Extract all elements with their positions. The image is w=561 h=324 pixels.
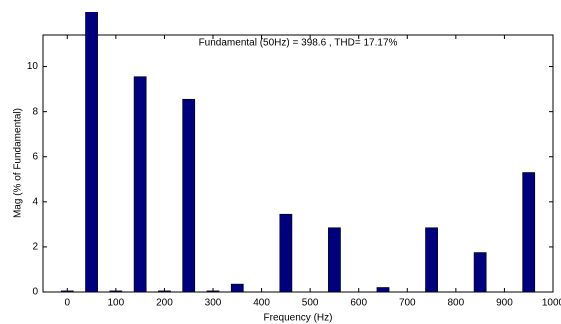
bar bbox=[328, 227, 341, 293]
x-tick-label: 500 bbox=[302, 298, 319, 309]
x-tick-label: 300 bbox=[205, 298, 222, 309]
y-tick-label: 4 bbox=[32, 196, 38, 207]
x-tick-label: 0 bbox=[65, 298, 71, 309]
x-tick-label: 800 bbox=[448, 298, 465, 309]
x-tick-label: 100 bbox=[108, 298, 125, 309]
x-tick-label: 700 bbox=[399, 298, 416, 309]
bar bbox=[473, 252, 487, 293]
y-tick-label: 2 bbox=[32, 242, 38, 253]
axes-box bbox=[42, 34, 554, 293]
bar bbox=[279, 213, 293, 293]
bar bbox=[425, 227, 438, 293]
x-tick-label: 1000 bbox=[542, 298, 561, 309]
bar bbox=[85, 12, 98, 293]
bar bbox=[182, 98, 196, 293]
bar bbox=[133, 76, 147, 293]
x-tick-label: 600 bbox=[350, 298, 367, 309]
bar bbox=[376, 287, 390, 293]
y-tick-label: 6 bbox=[32, 151, 38, 162]
x-tick-label: 400 bbox=[253, 298, 270, 309]
y-tick-label: 0 bbox=[32, 287, 38, 298]
bar bbox=[230, 283, 244, 293]
x-tick-label: 900 bbox=[496, 298, 513, 309]
chart-title: Fundamental (50Hz) = 398.6 , THD= 17.17% bbox=[199, 38, 398, 49]
bar bbox=[522, 172, 536, 293]
y-axis-label: Mag (% of Fundamental) bbox=[13, 108, 24, 218]
x-axis-label: Frequency (Hz) bbox=[264, 313, 333, 324]
x-tick-label: 200 bbox=[156, 298, 173, 309]
y-tick-label: 8 bbox=[32, 106, 38, 117]
y-tick-label: 10 bbox=[27, 61, 39, 72]
